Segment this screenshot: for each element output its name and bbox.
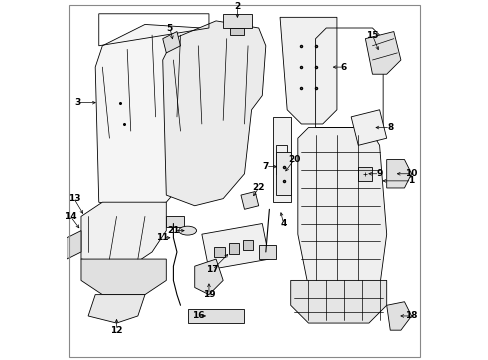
Polygon shape [272, 117, 290, 202]
Text: 4: 4 [280, 219, 286, 228]
Text: 16: 16 [192, 311, 204, 320]
Text: 7: 7 [262, 162, 268, 171]
Polygon shape [242, 239, 253, 250]
Text: 1: 1 [407, 176, 414, 185]
Text: 20: 20 [287, 155, 300, 164]
Polygon shape [88, 294, 144, 323]
Text: 2: 2 [234, 2, 240, 11]
Text: 12: 12 [110, 326, 122, 335]
Text: 18: 18 [405, 311, 417, 320]
Text: 19: 19 [202, 290, 215, 299]
Polygon shape [241, 192, 258, 209]
Polygon shape [386, 302, 411, 330]
Text: 9: 9 [376, 169, 382, 178]
Polygon shape [81, 259, 166, 294]
Polygon shape [258, 245, 276, 259]
Polygon shape [228, 243, 239, 254]
Ellipse shape [179, 226, 196, 235]
Text: 22: 22 [252, 184, 264, 193]
Text: 13: 13 [67, 194, 80, 203]
Polygon shape [386, 159, 411, 188]
Text: 10: 10 [405, 169, 417, 178]
Polygon shape [276, 152, 290, 195]
Polygon shape [365, 32, 400, 74]
Polygon shape [290, 280, 386, 323]
Text: 8: 8 [386, 123, 392, 132]
Polygon shape [223, 14, 251, 28]
Polygon shape [297, 127, 386, 288]
Polygon shape [81, 202, 166, 266]
Text: 21: 21 [167, 226, 179, 235]
Polygon shape [202, 224, 269, 270]
Polygon shape [358, 167, 372, 181]
Polygon shape [214, 247, 224, 257]
Polygon shape [166, 216, 183, 227]
Text: 3: 3 [74, 98, 81, 107]
Polygon shape [163, 32, 180, 53]
Polygon shape [230, 28, 244, 35]
Text: 6: 6 [340, 63, 346, 72]
Polygon shape [280, 17, 336, 124]
Text: 14: 14 [64, 212, 77, 221]
Polygon shape [350, 110, 386, 145]
Text: 15: 15 [366, 31, 378, 40]
Polygon shape [95, 24, 208, 209]
Polygon shape [163, 21, 265, 206]
Text: 5: 5 [166, 23, 173, 32]
Polygon shape [194, 259, 223, 294]
Text: 17: 17 [206, 265, 218, 274]
Polygon shape [187, 309, 244, 323]
Text: 11: 11 [156, 233, 169, 242]
Polygon shape [67, 231, 81, 259]
